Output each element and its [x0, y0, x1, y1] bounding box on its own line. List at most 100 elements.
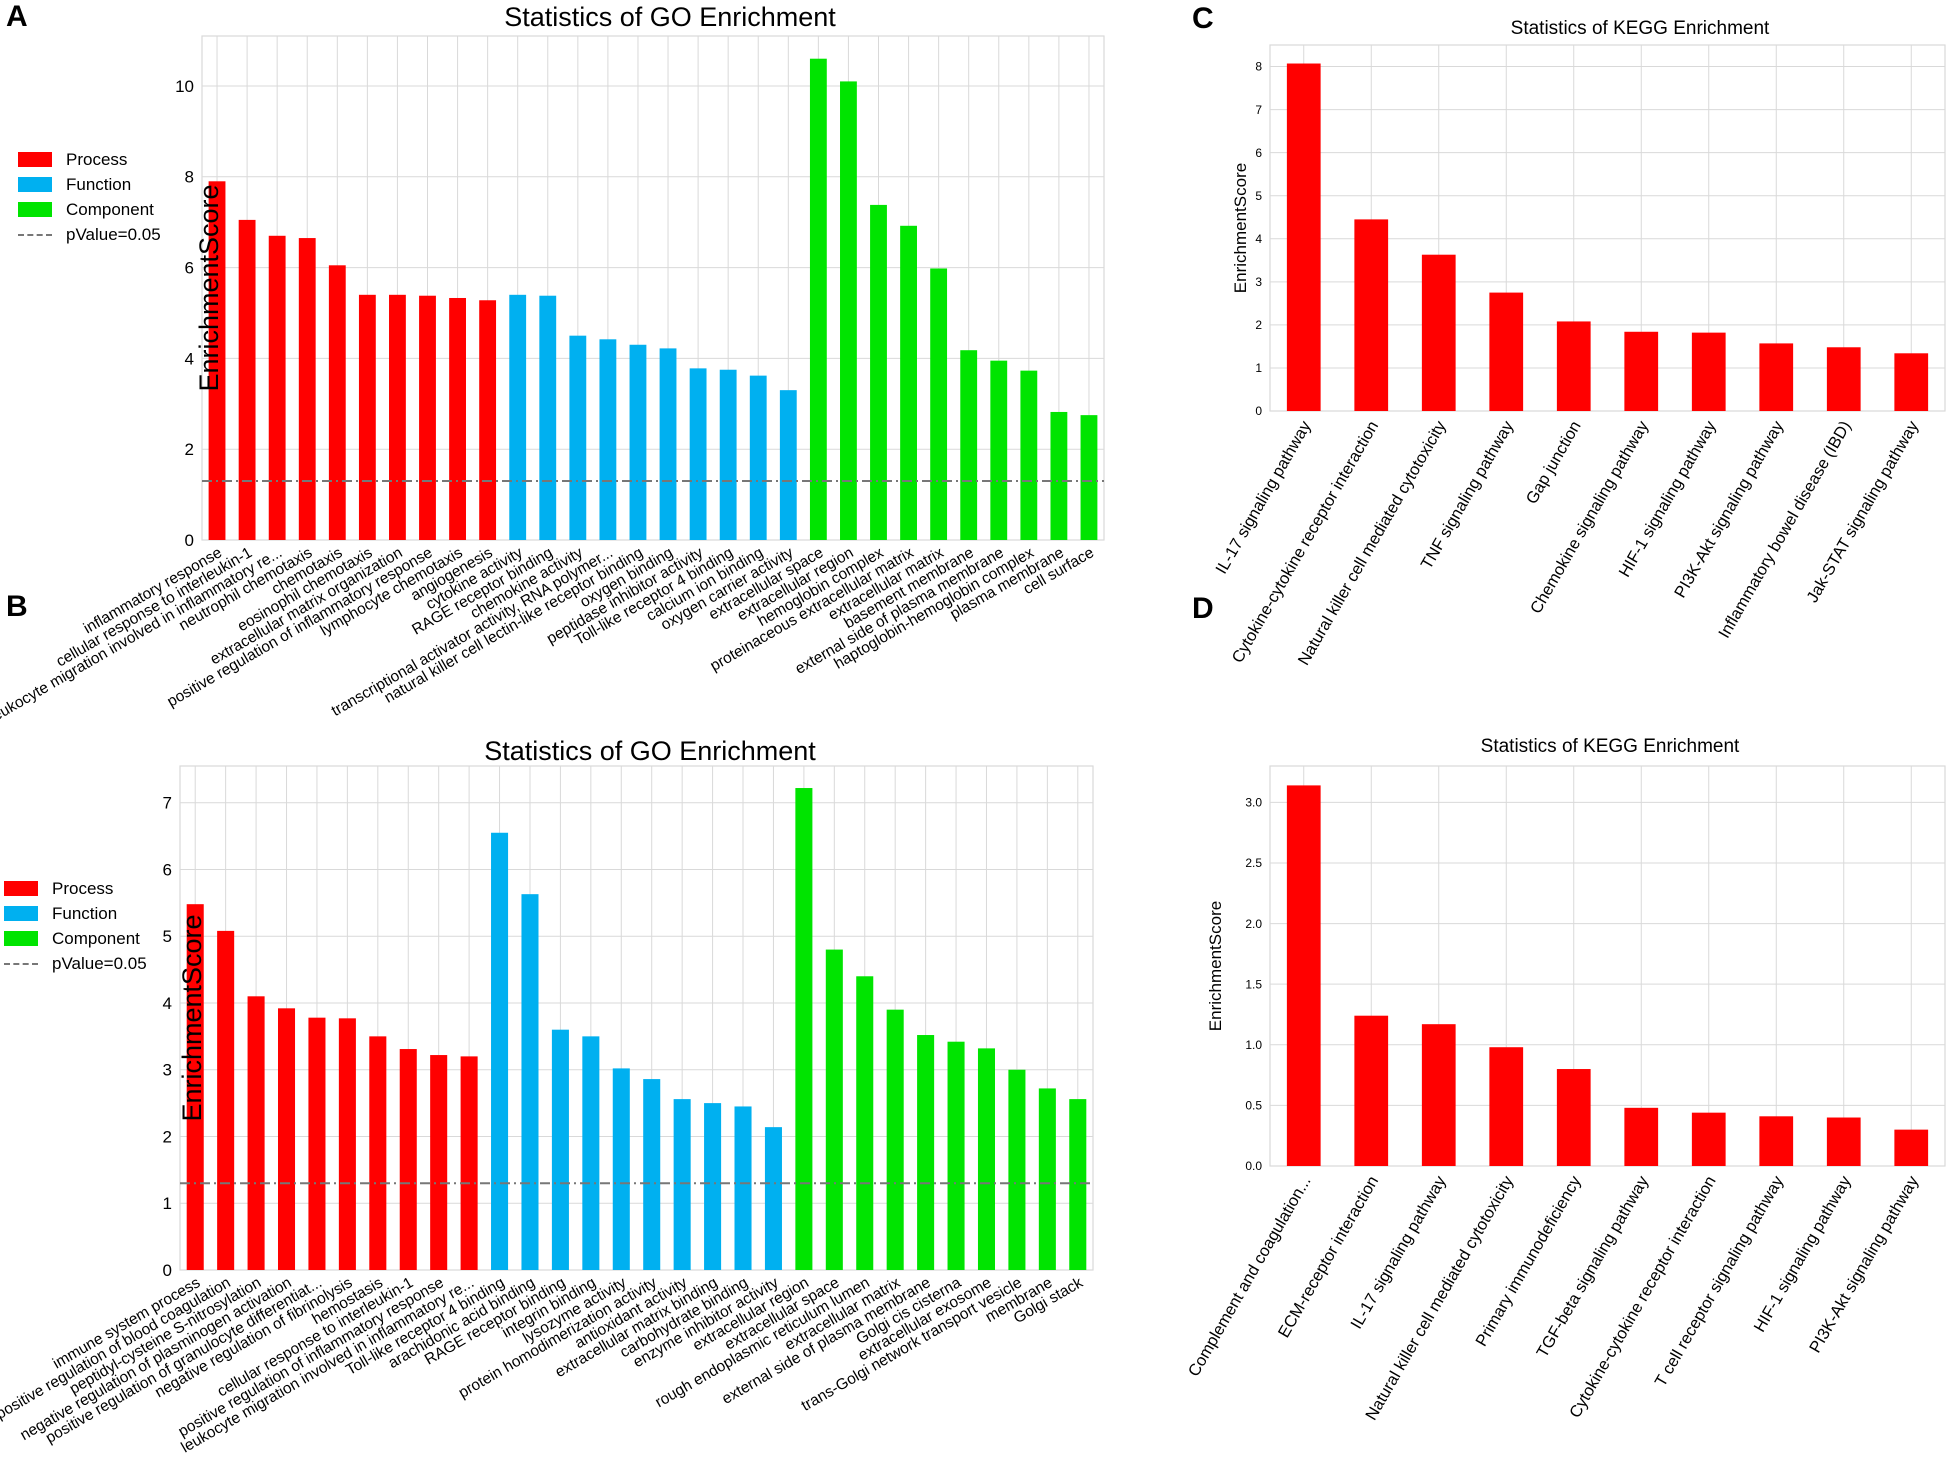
bar [643, 1079, 661, 1270]
bar [917, 1035, 935, 1270]
legend-swatch-process [4, 881, 38, 896]
y-tick-label: 8 [185, 168, 194, 187]
bar [659, 348, 677, 540]
bar [612, 1068, 630, 1270]
legend-label-process: Process [66, 149, 128, 169]
bar [1038, 1088, 1056, 1270]
legend-item-process: Process [4, 876, 147, 901]
bar [551, 1029, 569, 1270]
bar [338, 1018, 356, 1270]
bar [358, 294, 376, 540]
bar [1759, 1116, 1794, 1166]
bar [328, 265, 346, 540]
y-tick-label: 1 [1255, 361, 1262, 375]
bar [599, 339, 617, 540]
legend-item-component: Component [4, 926, 147, 951]
x-tick-label: Natural killer cell mediated cytotoxicit… [1295, 417, 1450, 668]
y-tick-label: 6 [1255, 146, 1262, 160]
x-tick-label: Inflammatory bowel disease (IBD) [1715, 418, 1854, 641]
bar [764, 1127, 782, 1270]
y-tick-label: 10 [175, 77, 194, 96]
bar [1894, 353, 1929, 411]
bar [1080, 415, 1098, 540]
panel-letter-b: B [6, 590, 28, 623]
bar [1759, 343, 1794, 411]
legend-swatch-function [4, 906, 38, 921]
bar [521, 894, 539, 1270]
legend-swatch-pvalue [18, 233, 52, 236]
bar [308, 1017, 326, 1270]
bar [856, 976, 874, 1270]
bar [900, 225, 917, 540]
legend-item-process: Process [18, 147, 161, 172]
y-tick-label: 0.0 [1245, 1159, 1262, 1173]
bar [1421, 254, 1456, 411]
panel-letter-d: D [1192, 592, 1214, 625]
bar [1286, 63, 1321, 412]
bar [460, 1056, 478, 1270]
bar [1826, 1117, 1861, 1166]
y-tick-label: 3 [1255, 275, 1262, 289]
y-tick-label: 8 [1255, 60, 1262, 74]
legend-item-component: Component [18, 197, 161, 222]
x-tick-label: T cell receptor signaling pathway [1652, 1172, 1788, 1389]
bar [1691, 332, 1726, 411]
y-axis-label: EnrichmentScore [177, 914, 207, 1121]
y-tick-label: 0.5 [1245, 1099, 1262, 1113]
bar [1069, 1099, 1087, 1270]
panel-letter-c: C [1192, 2, 1214, 35]
y-tick-label: 4 [185, 349, 194, 368]
legend-label-pvalue: pValue=0.05 [52, 953, 147, 973]
bar [1624, 1107, 1659, 1166]
legend-item-pvalue: pValue=0.05 [18, 222, 161, 247]
bar [1286, 785, 1321, 1166]
bar [569, 335, 587, 540]
bar [689, 368, 707, 540]
bar [1050, 411, 1068, 540]
y-tick-label: 1 [163, 1194, 172, 1213]
legend-label-function: Function [66, 174, 132, 194]
bar [1691, 1112, 1726, 1166]
chart-title-a: Statistics of GO Enrichment [504, 2, 836, 32]
bar [268, 235, 286, 540]
bar [1489, 1047, 1524, 1166]
bar [369, 1036, 387, 1270]
bar [990, 360, 1008, 540]
bar [449, 297, 466, 540]
y-tick-label: 1.5 [1245, 977, 1262, 991]
bar [779, 390, 797, 540]
y-tick-label: 4 [163, 994, 172, 1013]
y-tick-label: 7 [163, 794, 172, 813]
bar [539, 295, 557, 540]
y-tick-label: 0 [1255, 404, 1262, 418]
bar [870, 204, 887, 540]
x-tick-label: Chemokine signaling pathway [1527, 417, 1653, 616]
y-tick-label: 2 [163, 1127, 172, 1146]
bar [208, 181, 226, 540]
bar [430, 1055, 448, 1270]
legend-swatch-pvalue [4, 962, 38, 965]
legend-label-process: Process [52, 878, 114, 898]
bar [491, 832, 509, 1270]
y-tick-label: 0 [185, 531, 194, 550]
bar [1894, 1129, 1929, 1166]
x-tick-label: Natural killer cell mediated cytotoxicit… [1362, 1172, 1517, 1423]
chart-title-b: Statistics of GO Enrichment [484, 736, 816, 766]
legend-item-pvalue: pValue=0.05 [4, 951, 147, 976]
bar [673, 1099, 691, 1270]
panel-letter-a: A [6, 0, 28, 33]
legend-a: Process Function Component pValue=0.05 [18, 147, 161, 247]
bar [1624, 331, 1659, 411]
y-tick-label: 5 [1255, 189, 1262, 203]
bar [629, 344, 647, 540]
bar [809, 58, 827, 541]
legend-swatch-function [18, 177, 52, 192]
legend-swatch-process [18, 152, 52, 167]
x-tick-label: Gap junction [1523, 418, 1585, 507]
legend-label-component: Component [66, 199, 154, 219]
bar [582, 1036, 600, 1270]
y-tick-label: 2 [185, 440, 194, 459]
y-tick-label: 5 [163, 927, 172, 946]
x-tick-label: Cytokine-cytokine receptor interaction [1566, 1173, 1720, 1421]
